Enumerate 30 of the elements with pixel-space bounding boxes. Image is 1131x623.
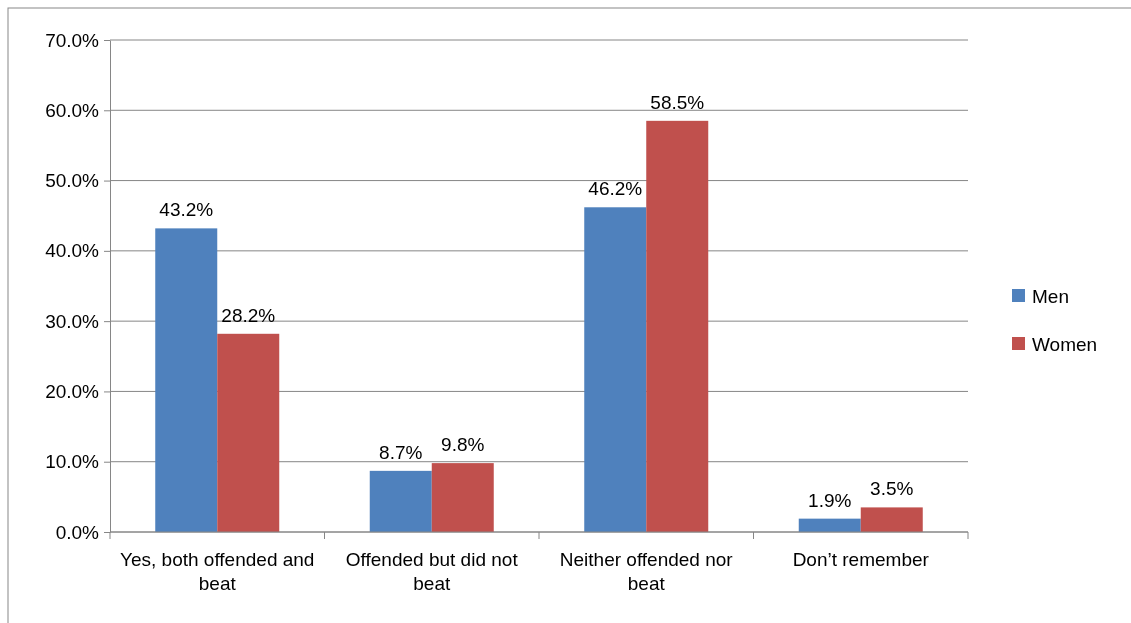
x-tick-label: Don’t remember — [792, 549, 930, 570]
y-tick-label: 40.0% — [45, 240, 100, 262]
x-tick-label: Offended but did not beat — [345, 549, 519, 594]
x-tick-label: Neither offended nor beat — [559, 549, 734, 594]
bar — [155, 228, 218, 532]
data-label: 58.5% — [650, 91, 705, 113]
bar — [646, 120, 709, 532]
bar — [369, 470, 432, 532]
bar — [431, 463, 494, 532]
y-tick-label: 60.0% — [45, 99, 100, 121]
y-tick-label: 20.0% — [45, 381, 100, 403]
y-tick-label: 30.0% — [45, 310, 100, 332]
data-label: 28.2% — [221, 304, 276, 326]
bar — [584, 207, 647, 532]
bar — [798, 518, 861, 532]
data-label: 3.5% — [870, 478, 914, 500]
bar — [860, 507, 923, 532]
data-label: 1.9% — [808, 489, 852, 511]
data-label: 9.8% — [441, 434, 485, 456]
y-tick-label: 0.0% — [55, 521, 100, 543]
bar — [217, 333, 280, 532]
y-tick-label: 70.0% — [45, 29, 100, 51]
legend-label: Women — [1032, 334, 1098, 355]
data-label: 46.2% — [588, 178, 643, 200]
y-tick-label: 10.0% — [45, 451, 100, 473]
data-label: 8.7% — [379, 441, 423, 463]
x-tick-label: Yes, both offended and beat — [120, 549, 315, 594]
legend-label: Men — [1032, 286, 1069, 307]
y-tick-label: 50.0% — [45, 170, 100, 192]
data-label: 43.2% — [159, 199, 214, 221]
